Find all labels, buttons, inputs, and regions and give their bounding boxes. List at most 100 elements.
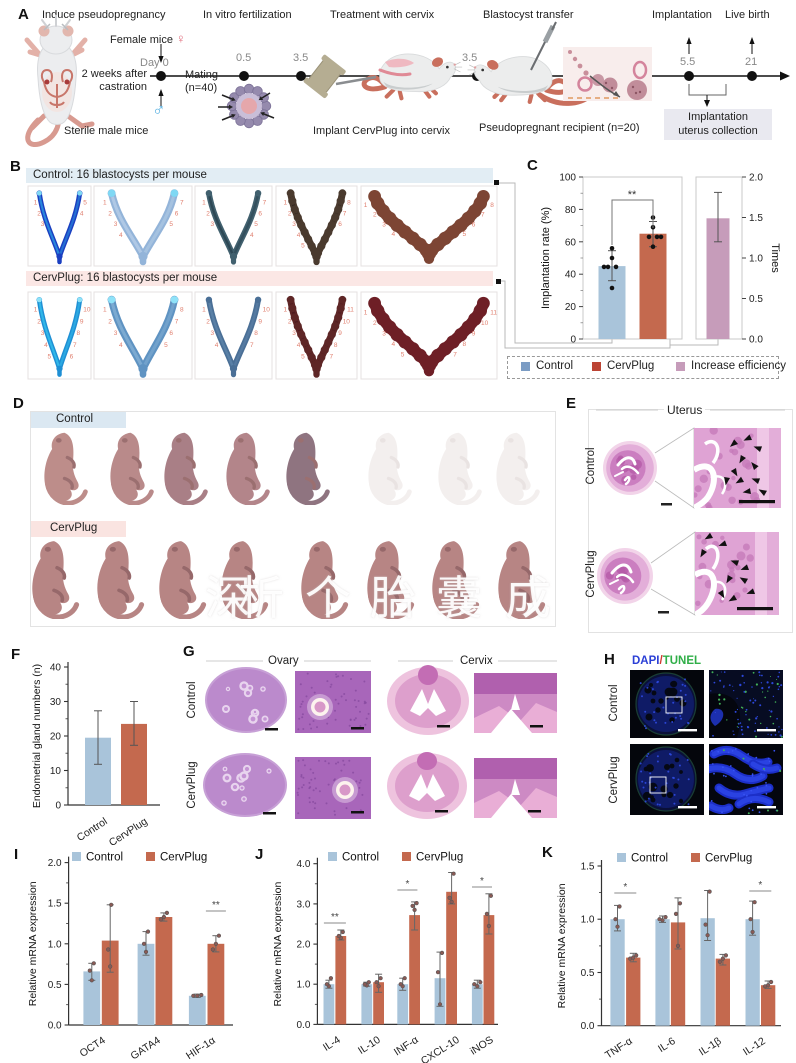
svg-text:8: 8 <box>334 342 338 349</box>
svg-text:5: 5 <box>301 243 305 250</box>
svg-text:7: 7 <box>180 200 184 207</box>
svg-text:7: 7 <box>250 342 254 349</box>
svg-text:10: 10 <box>83 307 91 314</box>
svg-text:Relative mRNA expression: Relative mRNA expression <box>27 881 39 1006</box>
svg-text:2: 2 <box>37 318 41 325</box>
svg-text:3: 3 <box>292 330 296 337</box>
svg-text:6: 6 <box>70 353 74 360</box>
svg-text:10: 10 <box>50 766 62 777</box>
svg-text:9: 9 <box>80 318 84 325</box>
svg-text:GATA4: GATA4 <box>129 1034 163 1062</box>
svg-text:1: 1 <box>103 200 107 207</box>
svg-text:4: 4 <box>392 341 396 348</box>
svg-text:6: 6 <box>338 221 342 228</box>
svg-text:TNF-α: TNF-α <box>603 1035 635 1061</box>
svg-text:**: ** <box>628 189 637 201</box>
svg-text:IL-12: IL-12 <box>741 1035 768 1058</box>
svg-text:5: 5 <box>401 352 405 359</box>
svg-text:IL-6: IL-6 <box>656 1035 678 1055</box>
svg-text:Relative mRNA expression: Relative mRNA expression <box>556 883 568 1008</box>
svg-text:4: 4 <box>392 231 396 238</box>
svg-text:2.0: 2.0 <box>296 940 310 951</box>
svg-text:8: 8 <box>77 330 81 337</box>
svg-text:2: 2 <box>206 210 210 217</box>
svg-text:*: * <box>623 882 627 893</box>
svg-text:7: 7 <box>343 210 347 217</box>
svg-text:2: 2 <box>108 318 112 325</box>
svg-text:2: 2 <box>373 320 377 327</box>
svg-text:6: 6 <box>472 221 476 228</box>
svg-text:0.0: 0.0 <box>749 335 763 346</box>
svg-text:1.5: 1.5 <box>48 899 62 910</box>
svg-text:5: 5 <box>254 221 258 228</box>
svg-text:CervPlug: CervPlug <box>107 815 150 849</box>
svg-text:7: 7 <box>263 200 267 207</box>
svg-text:Control: Control <box>342 852 379 864</box>
svg-text:2: 2 <box>108 210 112 217</box>
svg-text:9: 9 <box>338 330 342 337</box>
svg-text:5: 5 <box>301 353 305 360</box>
svg-text:0.0: 0.0 <box>48 1021 62 1032</box>
svg-text:OCT4: OCT4 <box>78 1034 108 1059</box>
svg-text:8: 8 <box>463 341 467 348</box>
svg-text:Endometrial gland numbers (n): Endometrial gland numbers (n) <box>31 664 43 808</box>
svg-text:1: 1 <box>364 202 368 209</box>
svg-text:7: 7 <box>330 353 334 360</box>
svg-text:4: 4 <box>119 342 123 349</box>
svg-text:30: 30 <box>50 697 62 708</box>
svg-text:0.5: 0.5 <box>48 980 62 991</box>
svg-text:2: 2 <box>288 318 292 325</box>
svg-text:INF-α: INF-α <box>392 1034 421 1058</box>
svg-text:CervPlug: CervPlug <box>416 852 463 864</box>
svg-text:0.0: 0.0 <box>581 1021 595 1032</box>
svg-text:*: * <box>405 879 409 890</box>
svg-text:3: 3 <box>382 331 386 338</box>
svg-text:5: 5 <box>169 221 173 228</box>
svg-text:*: * <box>480 876 484 887</box>
svg-text:100: 100 <box>559 173 576 184</box>
svg-text:CervPlug: CervPlug <box>705 853 752 865</box>
svg-text:IL-4: IL-4 <box>321 1034 343 1054</box>
svg-text:20: 20 <box>565 302 577 313</box>
svg-text:Control: Control <box>186 681 198 718</box>
svg-text:Relative mRNA expression: Relative mRNA expression <box>272 882 284 1007</box>
svg-text:Control: Control <box>631 853 668 865</box>
svg-text:3: 3 <box>211 221 215 228</box>
svg-text:Control: Control <box>608 684 620 721</box>
svg-text:10: 10 <box>481 320 489 327</box>
svg-text:CervPlug: CervPlug <box>585 550 597 597</box>
svg-text:CervPlug: CervPlug <box>186 761 198 808</box>
svg-text:7: 7 <box>73 342 77 349</box>
svg-text:0: 0 <box>55 801 61 812</box>
svg-text:3: 3 <box>382 221 386 228</box>
svg-text:2: 2 <box>288 210 292 217</box>
svg-text:60: 60 <box>565 237 577 248</box>
svg-text:1.5: 1.5 <box>581 862 595 873</box>
svg-text:1: 1 <box>202 307 206 314</box>
svg-text:*: * <box>758 880 762 891</box>
svg-text:40: 40 <box>50 663 62 674</box>
svg-text:40: 40 <box>565 270 577 281</box>
svg-text:0.5: 0.5 <box>749 294 763 305</box>
svg-text:3: 3 <box>292 221 296 228</box>
svg-text:1.0: 1.0 <box>296 980 310 991</box>
svg-text:10: 10 <box>343 318 351 325</box>
svg-text:IL-10: IL-10 <box>356 1034 383 1057</box>
svg-text:11: 11 <box>490 310 497 317</box>
svg-text:2.0: 2.0 <box>48 858 62 869</box>
svg-text:11: 11 <box>347 307 354 314</box>
svg-text:2: 2 <box>373 212 377 219</box>
svg-text:Times: Times <box>769 243 781 273</box>
svg-text:7: 7 <box>453 352 457 359</box>
svg-text:4: 4 <box>119 232 123 239</box>
svg-text:1: 1 <box>202 200 206 207</box>
svg-text:6: 6 <box>258 210 262 217</box>
svg-text:1: 1 <box>284 307 288 314</box>
svg-text:1.5: 1.5 <box>749 213 763 224</box>
svg-text:8: 8 <box>347 200 351 207</box>
svg-text:9: 9 <box>472 331 476 338</box>
svg-text:Control: Control <box>585 447 597 484</box>
svg-text:8: 8 <box>490 202 494 209</box>
svg-text:1: 1 <box>34 307 38 314</box>
svg-text:IL-1β: IL-1β <box>697 1035 724 1058</box>
